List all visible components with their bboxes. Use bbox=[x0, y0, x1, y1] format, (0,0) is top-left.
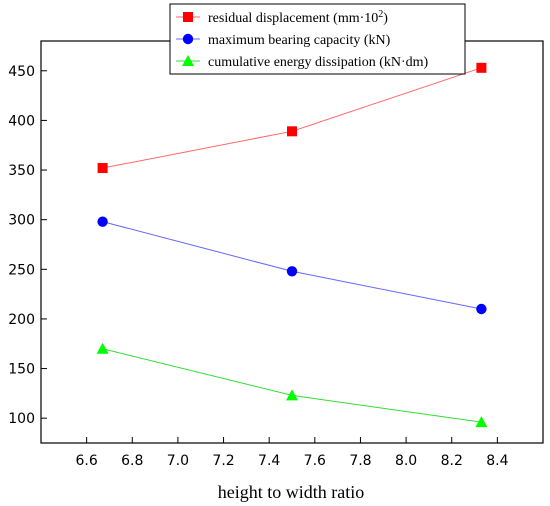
legend-label: maximum bearing capacity (kN) bbox=[208, 33, 391, 48]
legend-marker bbox=[182, 55, 194, 66]
x-tick-label: 6.8 bbox=[121, 453, 143, 469]
x-tick-label: 7.8 bbox=[349, 453, 371, 469]
x-tick-label: 8.2 bbox=[441, 453, 463, 469]
plot-frame bbox=[40, 40, 544, 444]
legend-item: residual displacement (mm·102) bbox=[176, 9, 388, 26]
legend-label: cumulative energy dissipation (kN·dm) bbox=[208, 55, 429, 70]
series-2 bbox=[97, 216, 487, 315]
y-tick-label: 400 bbox=[8, 113, 35, 129]
y-tick-label: 300 bbox=[8, 213, 35, 229]
legend-marker bbox=[183, 12, 193, 22]
series-1 bbox=[97, 62, 487, 174]
x-axis-title: height to width ratio bbox=[218, 482, 364, 502]
series-line bbox=[102, 348, 482, 423]
legend-item: cumulative energy dissipation (kN·dm) bbox=[176, 55, 429, 70]
y-tick-label: 250 bbox=[8, 262, 35, 278]
data-point-marker bbox=[476, 62, 487, 73]
series-line bbox=[102, 221, 482, 310]
x-tick-label: 7.6 bbox=[304, 453, 326, 469]
data-point-marker bbox=[476, 303, 487, 315]
x-tick-label: 8.0 bbox=[395, 453, 417, 469]
series-line bbox=[102, 67, 482, 169]
legend-marker bbox=[182, 33, 194, 45]
y-tick-label: 150 bbox=[8, 362, 35, 378]
y-tick-label: 350 bbox=[8, 163, 35, 179]
data-point-marker bbox=[286, 389, 298, 401]
x-tick-label: 8.4 bbox=[486, 453, 508, 469]
y-tick-label: 100 bbox=[8, 411, 35, 427]
data-point-marker bbox=[97, 163, 108, 174]
legend-label: residual displacement (mm·102) bbox=[208, 9, 388, 26]
x-tick-label: 7.4 bbox=[258, 453, 280, 469]
x-tick-label: 7.2 bbox=[212, 453, 234, 469]
x-tick-label: 7.0 bbox=[167, 453, 189, 469]
legend-box bbox=[169, 3, 466, 75]
y-tick-label: 200 bbox=[8, 312, 35, 328]
data-point-marker bbox=[97, 216, 108, 227]
data-point-marker bbox=[96, 342, 109, 354]
y-tick-label: 450 bbox=[8, 64, 35, 80]
legend-item: maximum bearing capacity (kN) bbox=[176, 33, 391, 48]
x-tick-label: 6.6 bbox=[76, 453, 98, 469]
data-point-marker bbox=[287, 126, 297, 137]
series-3 bbox=[96, 342, 488, 428]
data-point-marker bbox=[286, 266, 298, 277]
data-point-marker bbox=[475, 416, 488, 428]
